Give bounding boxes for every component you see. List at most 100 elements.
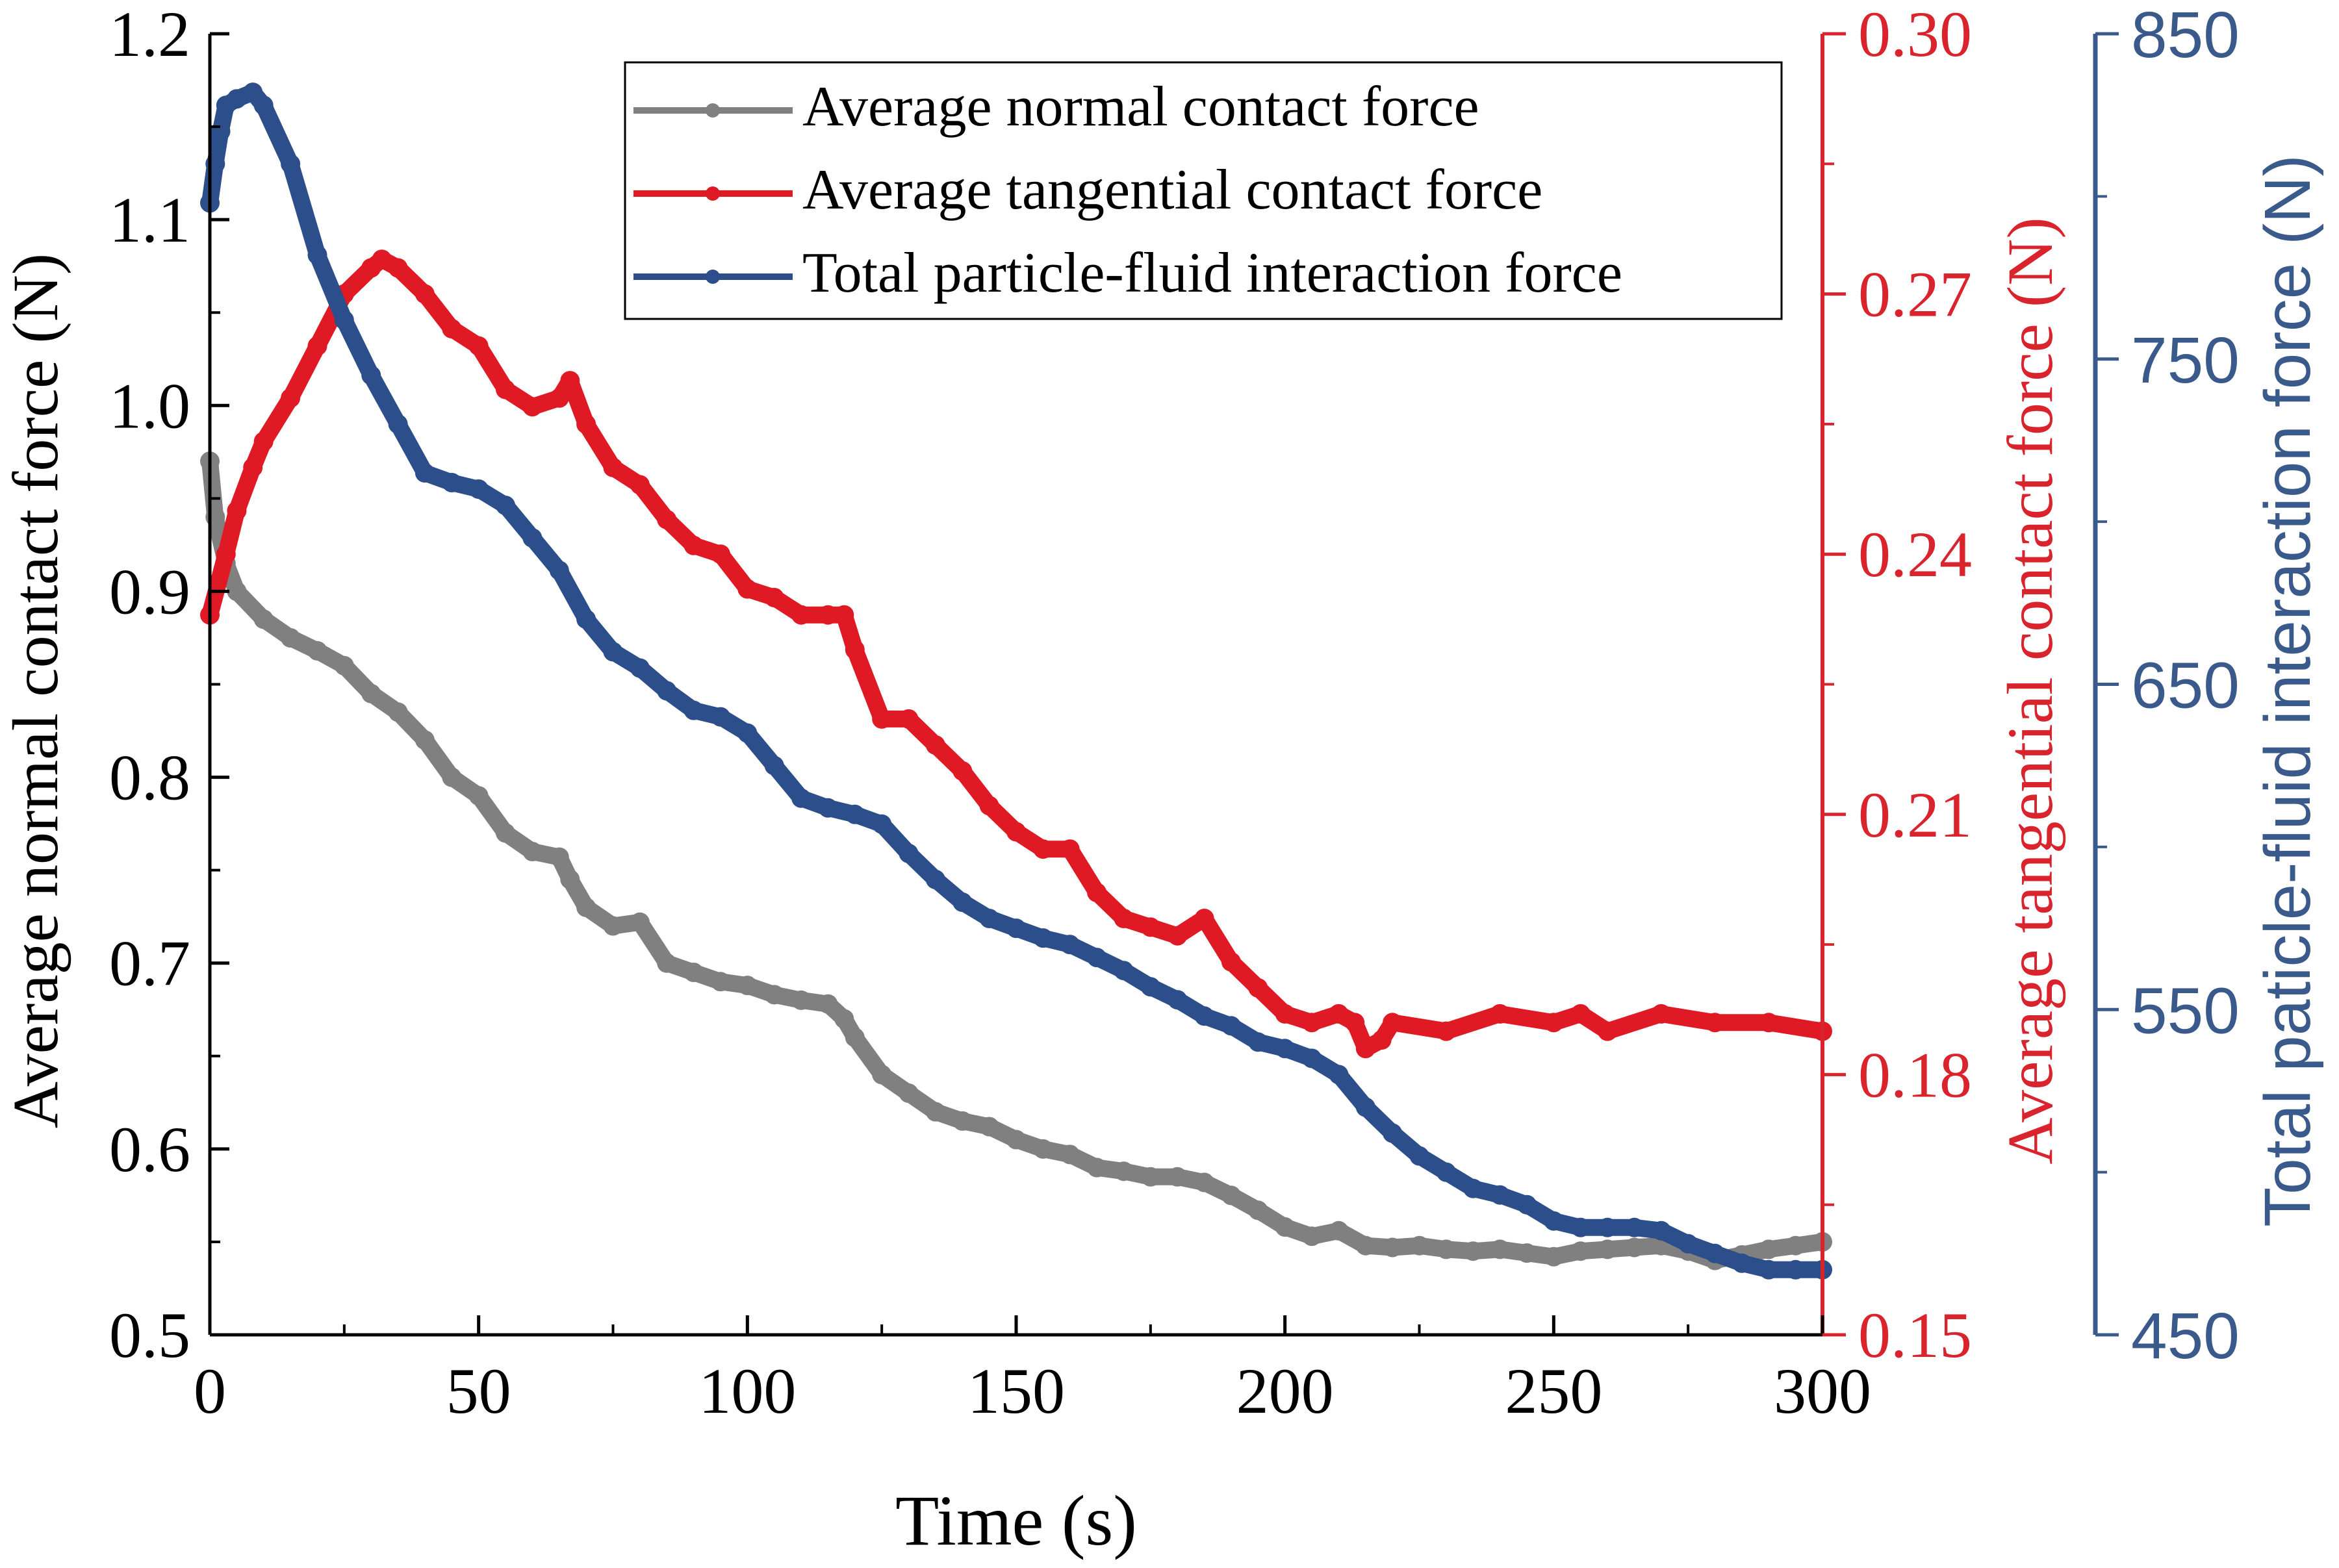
series-interaction-force-point xyxy=(388,414,408,434)
series-tangential-contact-point xyxy=(872,709,892,729)
series-tangential-contact-point xyxy=(227,501,247,521)
series-normal-contact-point xyxy=(1355,1235,1375,1256)
series-interaction-force-point xyxy=(281,154,301,174)
left-tick-label: 0.8 xyxy=(109,742,190,814)
series-interaction-force-point xyxy=(1194,1006,1214,1026)
series-normal-contact-point xyxy=(845,1028,865,1048)
series-tangential-contact-point xyxy=(1060,839,1080,859)
series-normal-contact-point xyxy=(630,912,650,932)
series-tangential-contact-group xyxy=(200,249,1832,1059)
series-normal-contact-point xyxy=(1329,1220,1349,1241)
series-tangential-contact-point xyxy=(952,761,973,781)
series-interaction-force-point xyxy=(952,892,973,912)
series-normal-contact-point xyxy=(791,990,812,1010)
x-tick-label: 50 xyxy=(446,1355,511,1427)
left-tick-label: 1.0 xyxy=(109,370,190,442)
right2-tick-label: 750 xyxy=(2131,324,2240,397)
series-tangential-contact-point xyxy=(630,475,650,495)
series-normal-contact-point xyxy=(1168,1167,1188,1187)
series-tangential-contact-point xyxy=(979,796,999,816)
series-tangential-contact-point xyxy=(1275,1004,1295,1024)
series-interaction-force-point xyxy=(415,463,435,483)
right1-tick-label: 0.27 xyxy=(1858,259,1972,331)
right2-axis-title: Total paticle-fluid interaction force (N… xyxy=(2251,155,2324,1227)
series-interaction-force-point xyxy=(211,121,231,142)
series-normal-contact-point xyxy=(496,823,515,843)
right2-tick-label: 450 xyxy=(2131,1300,2240,1372)
series-tangential-contact-point xyxy=(603,457,623,477)
series-interaction-force-point xyxy=(1598,1217,1618,1237)
series-tangential-contact-point xyxy=(560,371,580,391)
series-interaction-force-point xyxy=(845,804,865,824)
series-tangential-contact-point xyxy=(1033,839,1053,859)
series-normal-contact-point xyxy=(388,702,408,722)
series-interaction-force-point xyxy=(630,658,650,678)
series-normal-contact-point xyxy=(684,963,704,982)
series-interaction-force-point xyxy=(1006,918,1026,939)
series-interaction-force-point xyxy=(522,528,543,548)
x-axis-title: Time (s) xyxy=(895,1481,1137,1560)
series-normal-contact-point xyxy=(1114,1161,1134,1182)
series-interaction-force-point xyxy=(818,798,838,818)
series-normal-contact-point xyxy=(764,985,784,1005)
series-interaction-force-point xyxy=(1383,1123,1403,1143)
right2-axis-group: 450 550 650 750 850 Total paticle-fluid inter… xyxy=(2095,0,2324,1372)
series-normal-contact-point xyxy=(1383,1237,1403,1258)
series-interaction-force-point xyxy=(1060,935,1080,955)
series-interaction-force-point xyxy=(1221,1016,1241,1036)
series-tangential-contact-point xyxy=(307,336,327,356)
series-interaction-force-point xyxy=(1436,1162,1456,1182)
series-interaction-force-point xyxy=(791,788,812,808)
series-interaction-force-point xyxy=(1759,1259,1779,1280)
legend-marker-normal xyxy=(706,103,720,118)
series-normal-contact-point xyxy=(1275,1217,1295,1237)
series-interaction-force-point xyxy=(899,843,919,863)
series-normal-contact-point xyxy=(1785,1235,1806,1256)
series-interaction-force-point xyxy=(1732,1253,1752,1273)
series-tangential-contact-point xyxy=(442,319,462,338)
legend-box xyxy=(624,61,1783,320)
x-tick-label: 100 xyxy=(698,1355,796,1427)
series-normal-contact-point xyxy=(952,1111,973,1131)
series-normal-contact-point xyxy=(1624,1237,1644,1258)
series-normal-contact-point xyxy=(560,869,580,889)
series-interaction-force-point xyxy=(657,681,677,701)
series-interaction-force-point xyxy=(979,909,999,928)
series-tangential-contact-point xyxy=(1087,883,1107,902)
series-normal-contact-point xyxy=(1409,1235,1429,1256)
series-tangential-contact-point xyxy=(1302,1013,1322,1033)
series-normal-contact-point xyxy=(1463,1241,1483,1261)
series-tangential-contact-point xyxy=(925,735,945,755)
right1-axis-title: Average tangential contact force (N) xyxy=(1994,217,2066,1164)
series-normal-contact-point xyxy=(281,628,301,648)
series-tangential-contact-point xyxy=(899,709,919,729)
legend-marker-tangential xyxy=(706,186,720,201)
series-interaction-force-point xyxy=(549,561,569,581)
right2-tick-label: 850 xyxy=(2131,0,2240,71)
series-tangential-contact-point xyxy=(1355,1039,1375,1059)
series-tangential-contact-point xyxy=(216,544,236,564)
series-interaction-force-point xyxy=(361,365,381,385)
series-interaction-force-point xyxy=(253,95,274,116)
x-tick-label: 300 xyxy=(1774,1355,1871,1427)
series-interaction-force-point xyxy=(1705,1243,1725,1263)
left-tick-label: 1.1 xyxy=(109,184,190,256)
right1-tick-label: 0.18 xyxy=(1858,1039,1972,1111)
series-normal-contact-point xyxy=(1570,1241,1591,1261)
series-normal-contact-point xyxy=(468,786,489,806)
series-interaction-force-point xyxy=(711,707,730,727)
series-tangential-contact-point xyxy=(845,640,865,660)
series-interaction-force-point xyxy=(442,473,462,492)
series-tangential-contact-point xyxy=(1345,1013,1365,1033)
x-tick-label: 0 xyxy=(194,1355,226,1427)
series-normal-contact-point xyxy=(1006,1130,1026,1150)
series-normal-contact-point xyxy=(899,1083,919,1103)
right1-tick-label: 0.24 xyxy=(1858,518,1972,590)
series-normal-contact-point xyxy=(603,916,623,936)
series-tangential-contact-point xyxy=(818,605,838,625)
series-interaction-force-point xyxy=(1355,1097,1375,1117)
series-interaction-force-point xyxy=(1114,961,1134,981)
series-interaction-force-point xyxy=(1624,1217,1644,1237)
legend-label-interaction: Total particle-fluid interaction force xyxy=(802,242,1622,305)
